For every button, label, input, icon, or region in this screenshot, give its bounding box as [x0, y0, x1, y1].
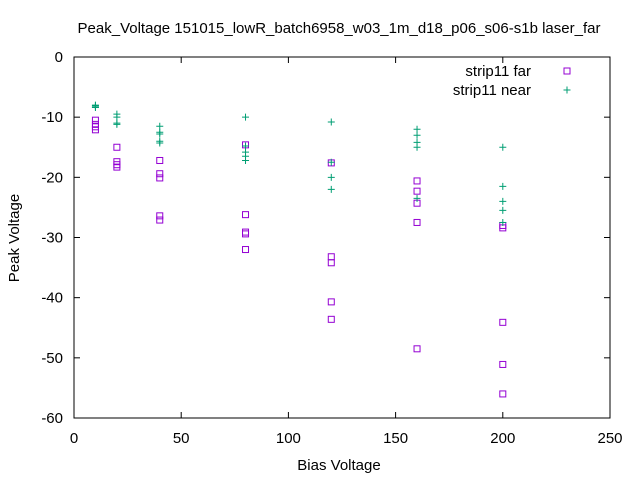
point-series-1: [156, 156, 164, 164]
chart-title: Peak_Voltage 151015_lowR_batch6958_w03_1…: [78, 20, 601, 37]
point-series-2: [91, 104, 99, 112]
axis-ticks: 0 50 100 150 200 250 0 -10 -20 -30 -40 -50 -60: [41, 49, 622, 447]
point-series-2: [499, 143, 507, 151]
point-series-2: [499, 182, 507, 190]
legend: strip11 far strip11 near: [453, 63, 571, 99]
point-series-1: [242, 230, 250, 238]
point-series-2: [327, 158, 335, 166]
legend-marker-series-1: [563, 67, 571, 75]
point-series-1: [327, 315, 335, 323]
point-series-2: [413, 125, 421, 133]
legend-marker-series-2: [563, 86, 571, 94]
point-series-1: [327, 298, 335, 306]
plot-frame: [73, 56, 611, 419]
point-series-1: [91, 116, 99, 124]
y-tick-label: -30: [41, 230, 63, 247]
y-tick-label: -10: [41, 109, 63, 126]
point-series-2: [413, 131, 421, 139]
point-series-1: [242, 228, 250, 236]
point-series-2: [113, 120, 121, 128]
point-series-2: [413, 143, 421, 151]
point-series-1: [156, 212, 164, 220]
point-series-1: [242, 246, 250, 254]
y-tick-label: 0: [55, 49, 63, 66]
point-series-1: [156, 216, 164, 224]
point-series-2: [156, 122, 164, 130]
point-series-2: [499, 206, 507, 214]
point-series-1: [242, 211, 250, 219]
point-series-1: [156, 174, 164, 182]
legend-label-series-1: strip11 far: [465, 63, 531, 80]
point-series-1: [113, 143, 121, 151]
point-series-2: [156, 130, 164, 138]
point-series-2: [499, 197, 507, 205]
point-series-1: [327, 259, 335, 267]
point-series-2: [327, 173, 335, 181]
point-series-1: [413, 345, 421, 353]
point-series-2: [327, 118, 335, 126]
y-tick-label: -50: [41, 350, 63, 367]
data-points: [91, 101, 507, 398]
y-axis-label: Peak Voltage: [6, 194, 23, 282]
x-tick-label: 0: [70, 430, 78, 447]
y-tick-label: -40: [41, 290, 63, 307]
x-tick-label: 250: [597, 430, 622, 447]
point-series-1: [327, 253, 335, 261]
point-series-1: [413, 187, 421, 195]
point-series-1: [113, 163, 121, 171]
x-tick-label: 50: [173, 430, 190, 447]
y-tick-label: -60: [41, 410, 63, 427]
x-tick-label: 200: [490, 430, 515, 447]
point-series-1: [499, 390, 507, 398]
point-series-2: [242, 142, 250, 150]
x-axis-label: Bias Voltage: [297, 457, 380, 474]
y-tick-label: -20: [41, 169, 63, 186]
point-series-1: [91, 126, 99, 134]
point-series-2: [113, 113, 121, 121]
legend-label-series-2: strip11 near: [453, 82, 531, 99]
point-series-1: [413, 177, 421, 185]
point-series-1: [499, 360, 507, 368]
x-tick-label: 100: [276, 430, 301, 447]
point-series-2: [327, 185, 335, 193]
point-series-2: [242, 156, 250, 164]
point-series-1: [156, 170, 164, 178]
point-series-1: [499, 318, 507, 326]
point-series-2: [413, 194, 421, 202]
point-series-2: [156, 139, 164, 147]
point-series-2: [499, 218, 507, 226]
x-tick-label: 150: [383, 430, 408, 447]
point-series-1: [413, 218, 421, 226]
point-series-2: [242, 113, 250, 121]
